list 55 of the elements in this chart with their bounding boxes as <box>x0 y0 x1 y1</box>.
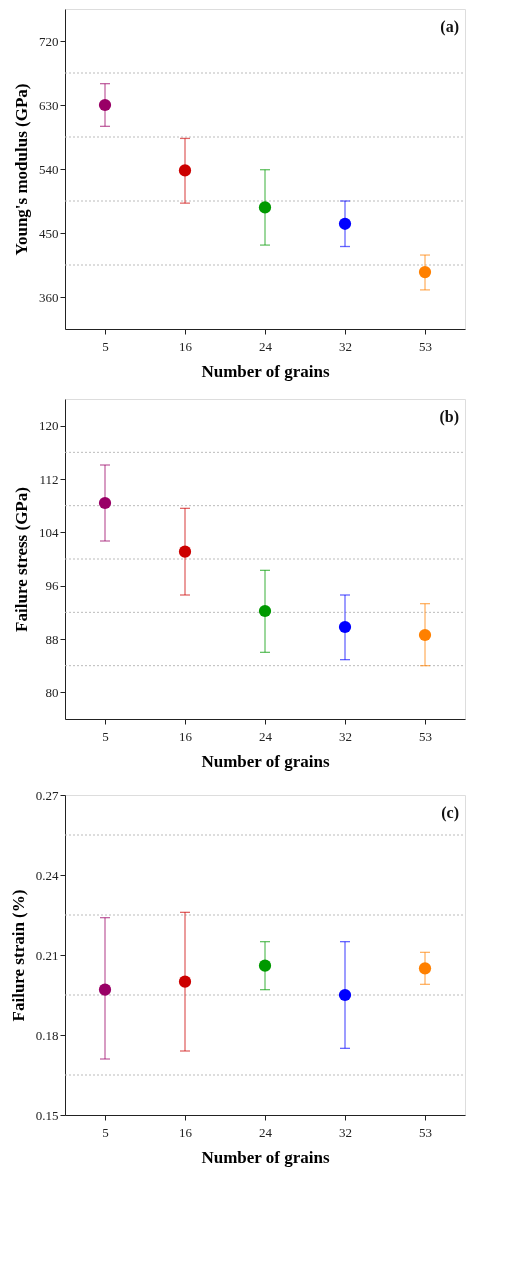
x-tick-label: 5 <box>102 1124 109 1140</box>
y-tick-label: 0.27 <box>35 787 59 803</box>
x-axis-title: Number of grains <box>201 1147 330 1167</box>
point <box>338 620 352 634</box>
y-tick-label: 0.18 <box>35 1027 59 1043</box>
x-tick-label: 16 <box>179 1124 193 1140</box>
x-tick-label: 53 <box>419 338 432 354</box>
x-axis-title: Number of grains <box>201 751 330 771</box>
y-tick-label: 104 <box>39 524 59 540</box>
y-tick-label: 360 <box>39 289 59 305</box>
y-axis-title: Young's modulus (GPa) <box>12 83 31 256</box>
x-tick-label: 32 <box>339 1124 352 1140</box>
x-tick-label: 5 <box>102 728 109 744</box>
point <box>258 201 272 214</box>
y-tick-label: 0.21 <box>35 947 59 963</box>
y-tick-label: 80 <box>45 684 59 700</box>
point <box>98 983 112 996</box>
x-tick-label: 53 <box>419 1124 432 1140</box>
x-tick-label: 24 <box>259 728 273 744</box>
point <box>98 98 112 112</box>
point <box>258 959 272 972</box>
y-axis-title: Failure strain (%) <box>8 889 28 1022</box>
y-tick-label: 120 <box>39 418 59 434</box>
y-tick-label: 0.15 <box>35 1107 59 1123</box>
point <box>178 164 192 177</box>
point <box>258 604 272 618</box>
x-axis-title: Number of grains <box>201 361 330 381</box>
point <box>178 975 192 988</box>
x-tick-label: 16 <box>179 338 193 354</box>
y-tick-label: 630 <box>39 97 59 113</box>
y-tick-label: 540 <box>39 161 59 177</box>
point <box>418 962 432 975</box>
annotation: (c) <box>441 804 459 822</box>
x-tick-label: 32 <box>339 338 352 354</box>
annotation: (b) <box>439 408 459 426</box>
x-tick-label: 24 <box>259 338 273 354</box>
y-axis-title: Failure stress (GPa) <box>12 487 31 632</box>
point <box>338 988 352 1002</box>
point <box>418 628 432 642</box>
y-tick-label: 112 <box>39 471 59 487</box>
x-tick-label: 5 <box>102 338 109 354</box>
x-tick-label: 53 <box>419 728 432 744</box>
x-tick-label: 24 <box>259 1124 273 1140</box>
y-tick-label: 720 <box>39 33 59 49</box>
y-tick-label: 88 <box>45 631 59 647</box>
x-tick-label: 16 <box>179 728 193 744</box>
y-tick-label: 0.24 <box>35 867 59 883</box>
point <box>418 266 432 279</box>
point <box>98 496 112 510</box>
x-tick-label: 32 <box>339 728 352 744</box>
point <box>178 545 192 558</box>
point <box>338 217 352 230</box>
y-tick-label: 96 <box>45 578 59 594</box>
annotation: (a) <box>440 18 459 36</box>
y-tick-label: 450 <box>39 225 59 241</box>
